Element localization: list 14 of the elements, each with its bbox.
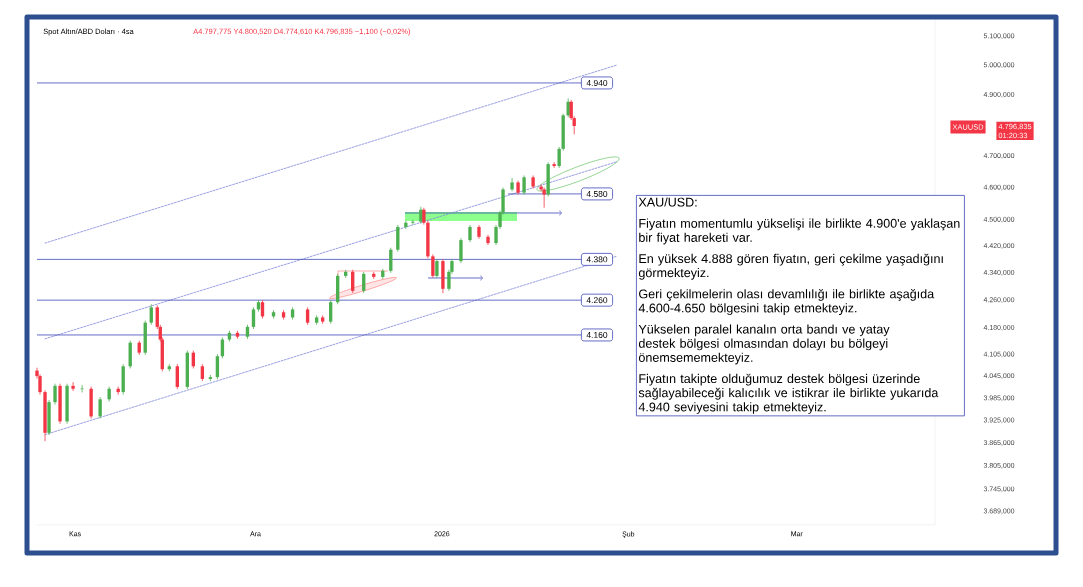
annotation: Fiyatın takipte olduğumuz destek bölgesi üzerinde sağlayabileceği kalıcılık ve istikrar ile birlikte yukarıda 4.940 seviyesini takip etmekteyiz. (638, 373, 939, 414)
annotation: Geri çekilmelerin olası devamlılığı ile birlikte aşağıda 4.600-4.650 bölgesini takip etmekteyiz. (638, 288, 935, 315)
ref-line-label: 4.160 (586, 331, 608, 338)
candlestick (411, 219, 415, 226)
candlestick (80, 384, 85, 393)
annotation: Yükselen paralel kanalın orta bandı ve yatay destek bölgesi olmasından dolayı bu bölgeyi önemsememekteyiz. (638, 324, 890, 365)
annotation: 4.580 (586, 190, 608, 197)
candlestick (552, 161, 556, 169)
ref-line-label: 4.380 (586, 256, 608, 263)
annotation: Fiyatın momentumlu yükselişi ile birlikte 4.900'e yaklaşan bir fiyat hareketi var. (639, 218, 960, 245)
annotation: En yüksek 4.888 gören fiyatın, geri çekilme yaşadığını görmekteyiz. (638, 253, 943, 280)
ref-line-label: 4.260 (586, 297, 608, 304)
annotation: XAU/USD: (638, 197, 697, 207)
ref-line-label: 4.940 (586, 79, 608, 86)
